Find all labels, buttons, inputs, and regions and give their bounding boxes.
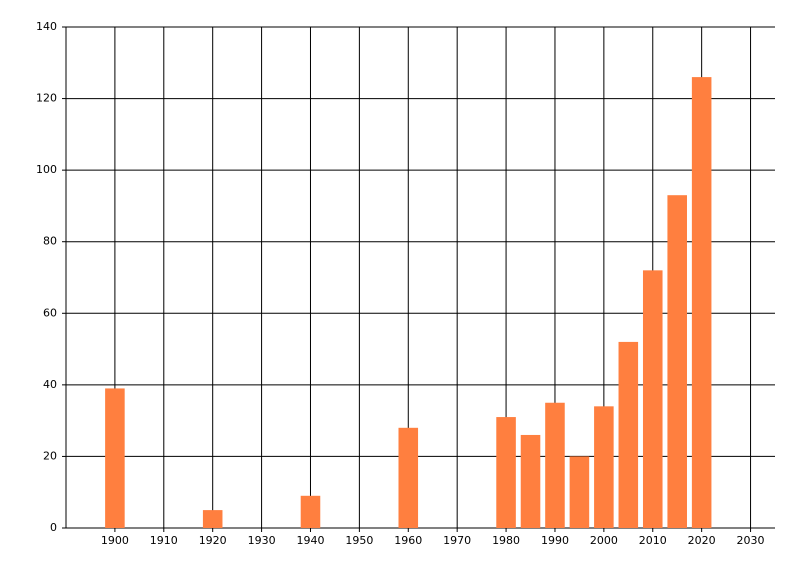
- bar: [202, 510, 223, 528]
- x-tick-label: 1910: [150, 534, 178, 547]
- y-tick-label: 40: [43, 378, 57, 391]
- bar: [496, 417, 516, 528]
- bar: [667, 195, 687, 528]
- bar: [300, 495, 321, 528]
- x-tick-label: 2020: [688, 534, 716, 547]
- y-tick-label: 80: [43, 235, 57, 248]
- x-tick-label: 1990: [541, 534, 569, 547]
- x-tick-label: 2030: [737, 534, 765, 547]
- bar: [618, 341, 639, 528]
- x-tick-label: 1970: [443, 534, 471, 547]
- bar: [520, 434, 541, 528]
- bar: [642, 270, 663, 528]
- bar: [569, 456, 590, 528]
- bar: [594, 406, 614, 528]
- y-tick-label: 0: [50, 521, 57, 534]
- x-tick-label: 1950: [345, 534, 373, 547]
- x-tick-label: 2000: [590, 534, 618, 547]
- x-tick-label: 2010: [639, 534, 667, 547]
- y-tick-label: 60: [43, 306, 57, 319]
- y-tick-label: 120: [36, 92, 57, 105]
- x-tick-label: 1930: [248, 534, 276, 547]
- x-tick-label: 1980: [492, 534, 520, 547]
- x-tick-label: 1960: [394, 534, 422, 547]
- bar: [691, 77, 712, 528]
- bar: [398, 427, 419, 528]
- x-tick-label: 1920: [199, 534, 227, 547]
- bar: [105, 388, 125, 528]
- y-tick-label: 100: [36, 163, 57, 176]
- bar: [545, 402, 565, 528]
- y-tick-label: 20: [43, 449, 57, 462]
- y-tick-label: 140: [36, 20, 57, 33]
- x-tick-label: 1900: [101, 534, 129, 547]
- x-tick-label: 1940: [296, 534, 324, 547]
